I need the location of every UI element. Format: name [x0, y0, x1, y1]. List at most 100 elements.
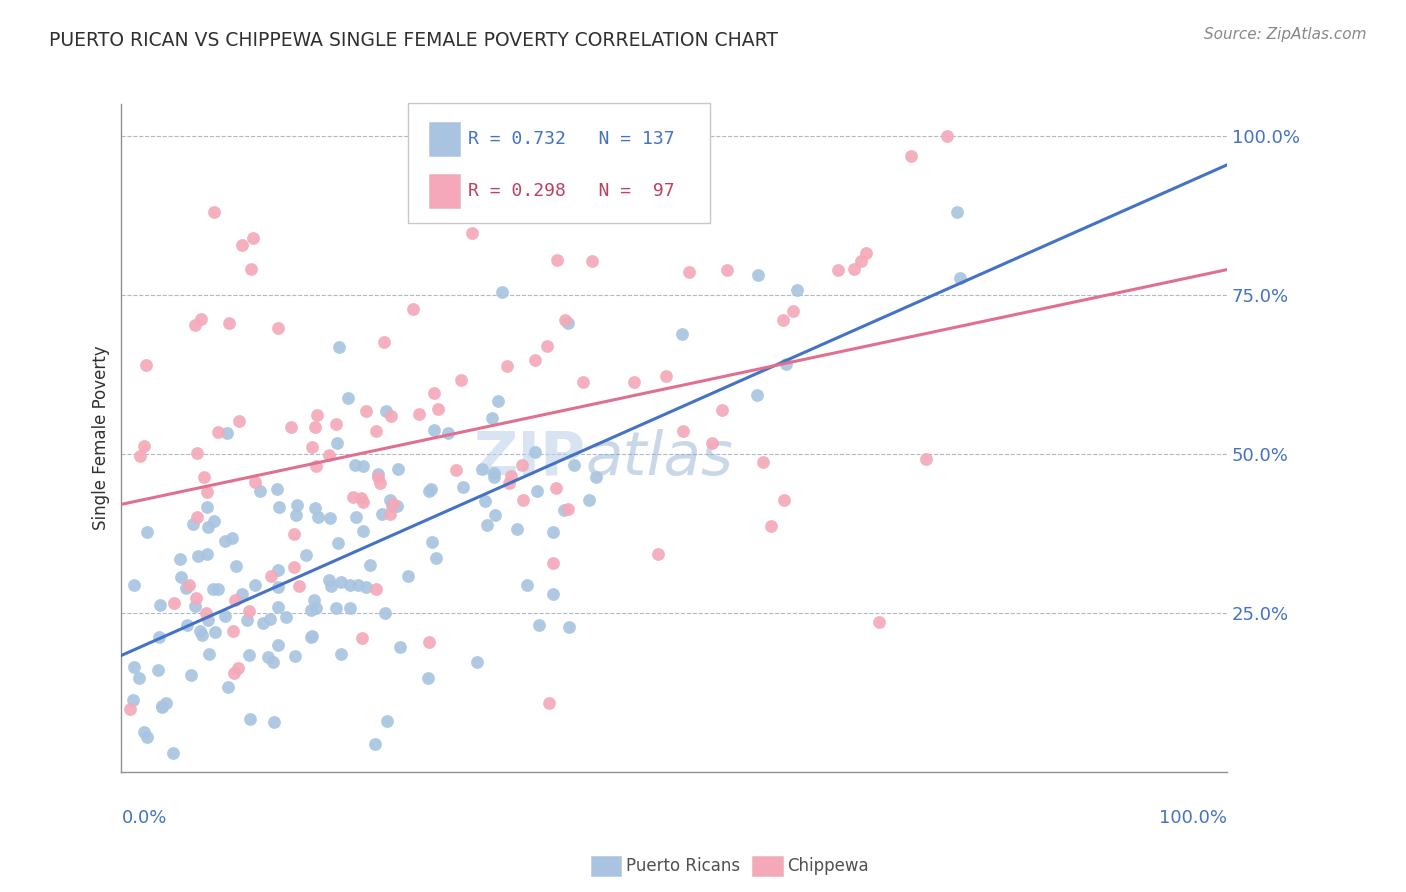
Point — [283, 527, 305, 541]
Point — [188, 624, 211, 639]
Point — [359, 558, 381, 572]
Point — [408, 407, 430, 421]
Point — [461, 226, 484, 240]
Text: Chippewa: Chippewa — [787, 857, 869, 875]
Point — [224, 592, 246, 607]
Point — [304, 500, 326, 515]
Point — [381, 500, 404, 514]
Point — [423, 423, 446, 437]
Point — [481, 411, 503, 425]
Point — [257, 650, 280, 665]
Point — [425, 551, 447, 566]
Point — [716, 262, 738, 277]
Point — [402, 301, 425, 316]
Point — [207, 425, 229, 439]
Point — [132, 725, 155, 739]
Point — [225, 559, 247, 574]
Point — [512, 493, 534, 508]
Point — [218, 316, 240, 330]
Point — [240, 262, 263, 277]
Point — [451, 480, 474, 494]
Point — [197, 613, 219, 627]
Point — [226, 661, 249, 675]
Point — [491, 285, 513, 299]
Point — [224, 666, 246, 681]
Point — [202, 514, 225, 528]
Point — [375, 714, 398, 728]
Text: Source: ZipAtlas.com: Source: ZipAtlas.com — [1204, 27, 1367, 42]
Point — [541, 557, 564, 571]
Point — [678, 265, 700, 279]
Point — [187, 549, 209, 563]
Point — [228, 414, 250, 428]
Point — [444, 462, 467, 476]
Point — [546, 253, 568, 268]
Point — [474, 494, 496, 508]
Point — [318, 448, 340, 462]
Point — [193, 470, 215, 484]
Point — [214, 534, 236, 549]
Point — [307, 409, 329, 423]
Point — [367, 470, 389, 484]
Point — [195, 500, 218, 514]
Point — [352, 524, 374, 539]
Point — [524, 445, 547, 459]
Point — [243, 475, 266, 490]
Point — [299, 603, 322, 617]
Point — [330, 647, 353, 661]
Point — [195, 484, 218, 499]
Point — [364, 738, 387, 752]
Point — [432, 209, 454, 223]
Y-axis label: Single Female Poverty: Single Female Poverty — [93, 346, 110, 531]
Point — [337, 391, 360, 405]
Point — [671, 327, 693, 342]
Point — [346, 578, 368, 592]
Point — [381, 497, 404, 511]
Point — [782, 303, 804, 318]
Point — [484, 508, 506, 523]
Point — [553, 503, 575, 517]
Point — [267, 321, 290, 335]
Point — [373, 606, 395, 620]
Point — [557, 502, 579, 516]
Point — [122, 577, 145, 591]
Point — [946, 205, 969, 219]
Point — [177, 577, 200, 591]
Point — [276, 609, 298, 624]
Point — [124, 659, 146, 673]
Point — [136, 730, 159, 744]
Point — [380, 507, 402, 521]
Point — [150, 700, 173, 714]
Point — [118, 701, 141, 715]
Point — [477, 517, 499, 532]
Point — [163, 596, 186, 610]
Point — [231, 238, 253, 252]
Point — [380, 493, 402, 508]
Point — [318, 573, 340, 587]
Point — [128, 672, 150, 686]
Point — [387, 461, 409, 475]
Point — [711, 403, 734, 417]
Point — [284, 648, 307, 663]
Point — [204, 624, 226, 639]
Point — [827, 262, 849, 277]
Point — [759, 518, 782, 533]
Point — [221, 531, 243, 545]
Point — [186, 591, 208, 606]
Point — [373, 335, 395, 350]
Point — [184, 318, 207, 332]
Point — [498, 476, 520, 491]
Point — [155, 696, 177, 710]
Point — [325, 601, 347, 615]
Text: 0.0%: 0.0% — [121, 809, 167, 827]
Point — [267, 638, 290, 652]
Point — [214, 609, 236, 624]
Point — [252, 615, 274, 630]
Point — [516, 578, 538, 592]
Point — [180, 668, 202, 682]
Point — [162, 746, 184, 760]
Point — [647, 547, 669, 561]
Point — [135, 358, 157, 372]
Point — [170, 570, 193, 584]
Point — [419, 482, 441, 496]
